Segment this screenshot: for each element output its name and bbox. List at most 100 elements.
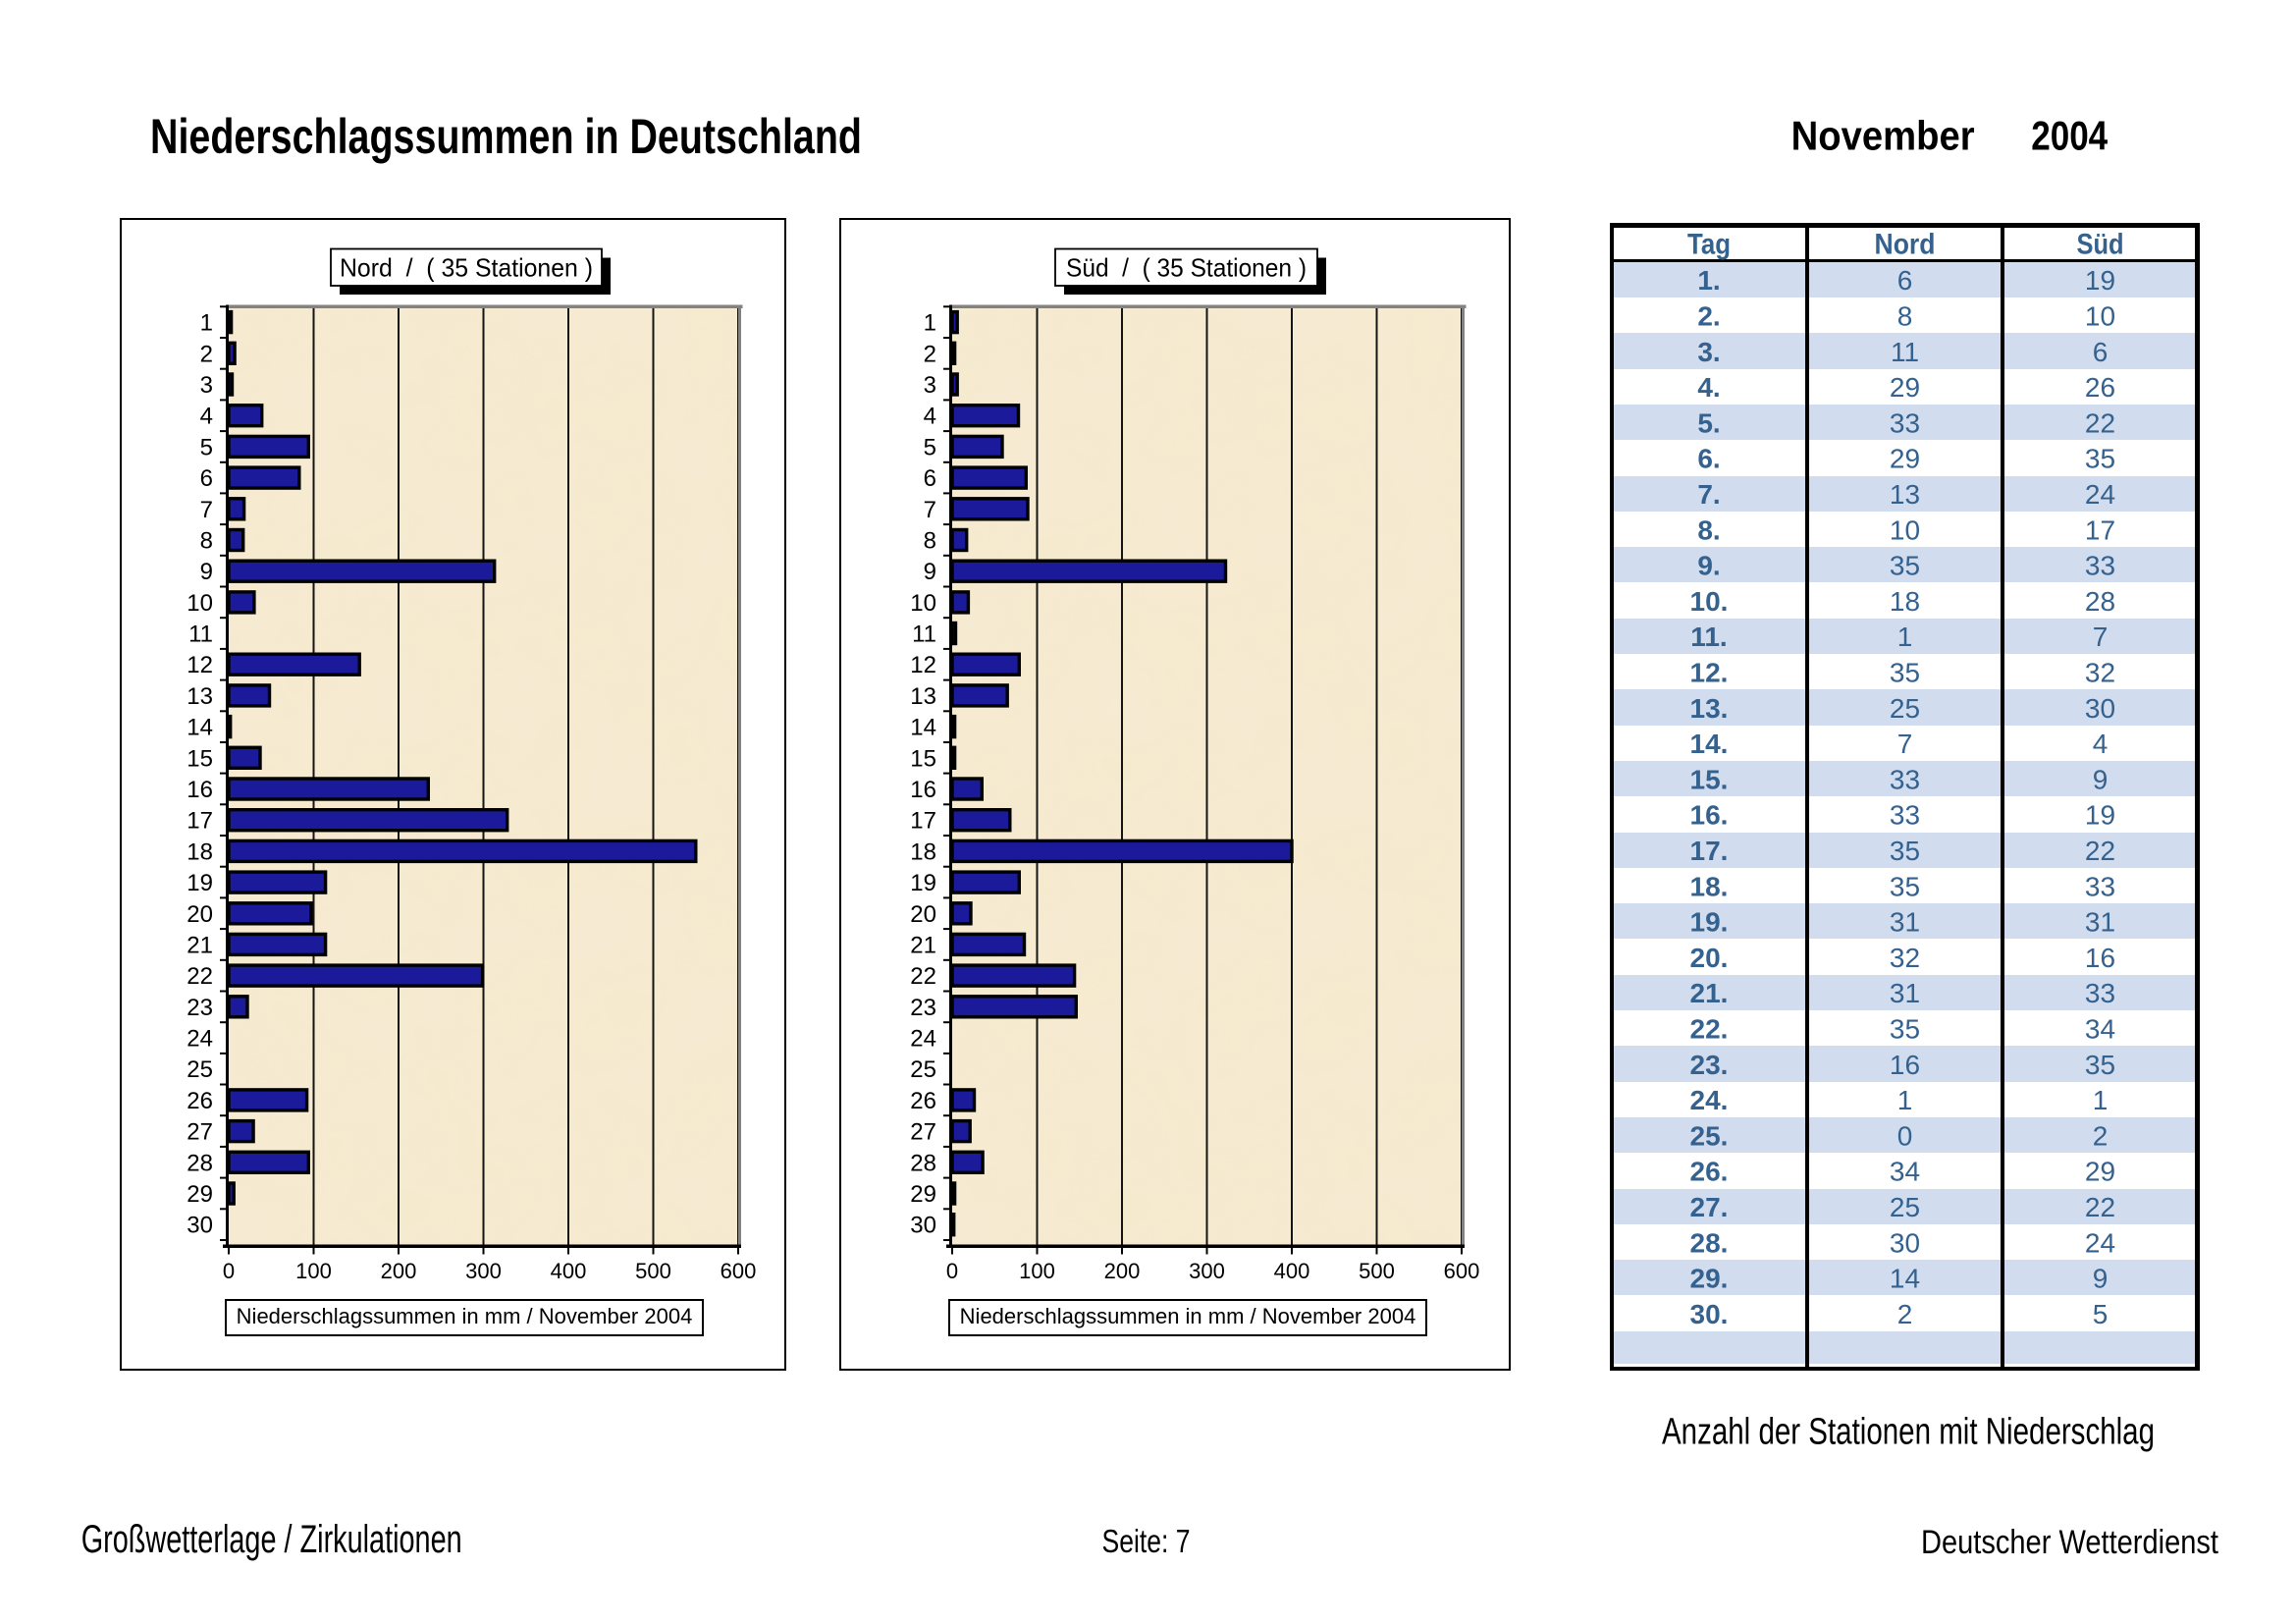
svg-text:19: 19 <box>910 870 936 896</box>
svg-text:22: 22 <box>187 963 213 990</box>
svg-text:Tag: Tag <box>1687 229 1731 261</box>
svg-text:8.: 8. <box>1697 514 1720 545</box>
svg-text:600: 600 <box>721 1259 757 1283</box>
svg-text:5: 5 <box>2093 1299 2109 1329</box>
svg-text:33: 33 <box>1890 407 1920 438</box>
svg-text:1: 1 <box>1897 622 1913 652</box>
svg-text:14.: 14. <box>1690 729 1729 759</box>
svg-text:30: 30 <box>910 1213 936 1239</box>
svg-text:4: 4 <box>200 404 213 430</box>
svg-text:12.: 12. <box>1690 658 1729 688</box>
svg-text:2: 2 <box>2093 1120 2109 1151</box>
svg-text:27: 27 <box>187 1119 213 1146</box>
svg-text:26: 26 <box>2085 372 2115 403</box>
svg-text:17: 17 <box>910 808 936 835</box>
svg-text:18.: 18. <box>1690 871 1729 901</box>
svg-text:7: 7 <box>1897 729 1913 759</box>
svg-text:14: 14 <box>187 715 213 741</box>
svg-text:Großwetterlage / Zirkulationen: Großwetterlage / Zirkulationen <box>81 1518 462 1561</box>
svg-text:7: 7 <box>924 497 936 523</box>
svg-text:1: 1 <box>200 310 213 337</box>
svg-text:2: 2 <box>1897 1299 1913 1329</box>
svg-text:1: 1 <box>2093 1085 2109 1115</box>
svg-text:31: 31 <box>1890 907 1920 938</box>
svg-text:500: 500 <box>1359 1259 1395 1283</box>
svg-text:26.: 26. <box>1690 1157 1729 1187</box>
svg-text:19: 19 <box>187 870 213 896</box>
svg-text:400: 400 <box>551 1259 587 1283</box>
svg-text:15: 15 <box>187 745 213 772</box>
svg-text:300: 300 <box>1189 1259 1225 1283</box>
svg-text:9: 9 <box>924 559 936 585</box>
svg-text:5: 5 <box>200 434 213 460</box>
svg-text:16: 16 <box>187 777 213 803</box>
svg-text:14: 14 <box>910 715 936 741</box>
svg-text:30.: 30. <box>1690 1299 1729 1329</box>
svg-text:26: 26 <box>187 1088 213 1114</box>
svg-text:0: 0 <box>946 1259 958 1283</box>
svg-text:14: 14 <box>1890 1264 1920 1294</box>
svg-text:35: 35 <box>1890 836 1920 866</box>
svg-text:18: 18 <box>910 839 936 865</box>
svg-text:24: 24 <box>2085 479 2115 510</box>
svg-text:Niederschlagssummen in Deutsch: Niederschlagssummen in Deutschland <box>150 109 862 164</box>
svg-text:9: 9 <box>2093 764 2109 794</box>
svg-text:25.: 25. <box>1690 1120 1729 1151</box>
svg-text:27: 27 <box>910 1119 936 1146</box>
svg-text:16: 16 <box>2085 943 2115 973</box>
svg-text:November: November <box>1791 112 1975 158</box>
svg-text:7: 7 <box>2093 622 2109 652</box>
svg-text:28: 28 <box>910 1150 936 1176</box>
svg-text:200: 200 <box>381 1259 417 1283</box>
svg-text:29: 29 <box>1890 444 1920 474</box>
svg-text:33: 33 <box>2085 978 2115 1008</box>
svg-text:0: 0 <box>223 1259 235 1283</box>
svg-text:Süd / ( 35 Stationen ): Süd / ( 35 Stationen ) <box>1066 253 1307 283</box>
svg-text:3.: 3. <box>1697 337 1720 367</box>
svg-text:21: 21 <box>910 932 936 958</box>
svg-text:25: 25 <box>910 1056 936 1083</box>
svg-text:7.: 7. <box>1697 479 1720 510</box>
svg-text:11.: 11. <box>1690 622 1727 652</box>
svg-text:21: 21 <box>187 932 213 958</box>
svg-text:30: 30 <box>187 1213 213 1239</box>
svg-text:4: 4 <box>924 404 936 430</box>
svg-text:300: 300 <box>465 1259 502 1283</box>
svg-text:8: 8 <box>924 528 936 555</box>
svg-text:6: 6 <box>1897 265 1913 296</box>
svg-text:29: 29 <box>2085 1157 2115 1187</box>
svg-text:10: 10 <box>1890 514 1920 545</box>
svg-text:34: 34 <box>1890 1157 1920 1187</box>
svg-text:6: 6 <box>924 465 936 492</box>
svg-text:20: 20 <box>910 901 936 928</box>
svg-text:32: 32 <box>1890 943 1920 973</box>
svg-text:2004: 2004 <box>2031 112 2109 158</box>
svg-text:25: 25 <box>1890 1192 1920 1222</box>
svg-text:2.: 2. <box>1697 301 1720 332</box>
svg-text:100: 100 <box>1019 1259 1055 1283</box>
svg-text:33: 33 <box>1890 800 1920 831</box>
svg-text:18: 18 <box>1890 586 1920 617</box>
svg-text:Seite: 7: Seite: 7 <box>1102 1523 1191 1559</box>
svg-text:500: 500 <box>635 1259 671 1283</box>
svg-text:400: 400 <box>1274 1259 1310 1283</box>
svg-text:17: 17 <box>2085 514 2115 545</box>
svg-text:10.: 10. <box>1690 586 1729 617</box>
svg-text:3: 3 <box>924 372 936 399</box>
svg-text:11: 11 <box>1891 337 1919 367</box>
svg-text:19: 19 <box>2085 265 2115 296</box>
svg-text:2: 2 <box>200 341 213 367</box>
svg-text:24: 24 <box>187 1026 213 1053</box>
svg-text:0: 0 <box>1897 1120 1913 1151</box>
svg-text:9: 9 <box>200 559 213 585</box>
svg-text:5.: 5. <box>1697 407 1720 438</box>
svg-text:23: 23 <box>187 995 213 1021</box>
svg-text:10: 10 <box>2085 301 2115 332</box>
svg-text:22: 22 <box>2085 1192 2115 1222</box>
svg-text:33: 33 <box>2085 551 2115 581</box>
svg-text:13: 13 <box>1890 479 1920 510</box>
svg-text:4.: 4. <box>1697 372 1720 403</box>
svg-text:6: 6 <box>200 465 213 492</box>
svg-text:25: 25 <box>187 1056 213 1083</box>
svg-text:2: 2 <box>924 341 936 367</box>
